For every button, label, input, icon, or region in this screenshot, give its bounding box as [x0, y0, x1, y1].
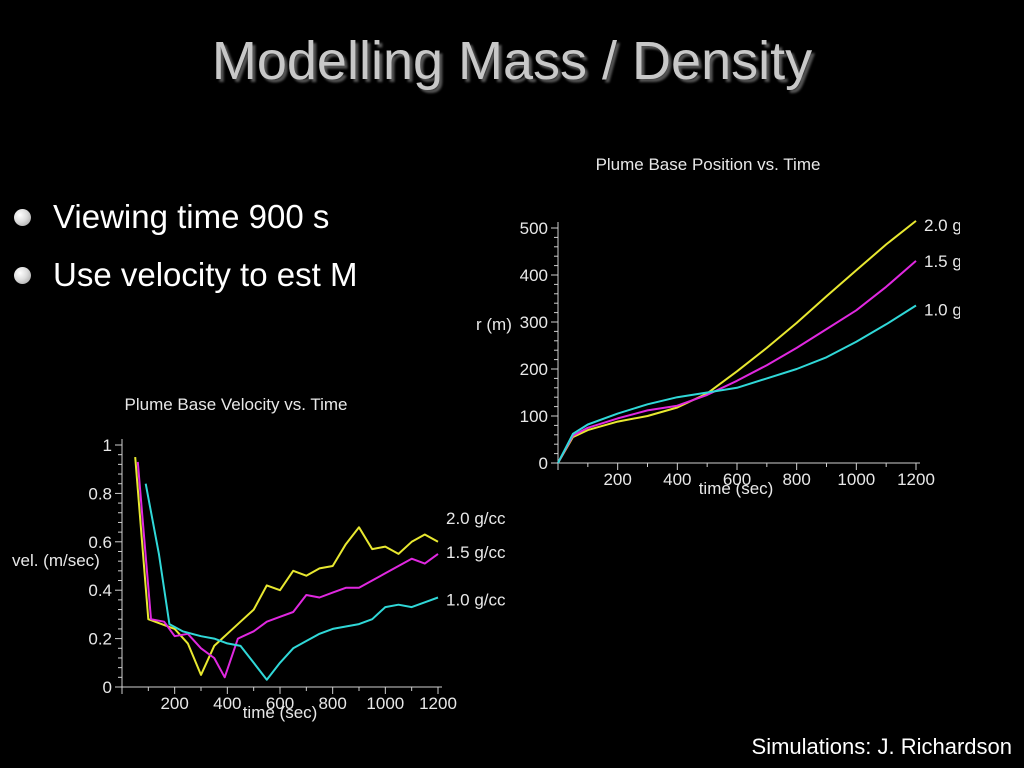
y-tick-label: 400 [520, 266, 548, 285]
y-axis-label: r (m) [476, 315, 512, 334]
y-tick-label: 0.4 [88, 581, 112, 600]
x-tick-label: 600 [266, 694, 294, 713]
x-tick-label: 400 [663, 470, 691, 489]
bullet-item: Viewing time 900 s [12, 188, 357, 246]
x-tick-label: 1000 [837, 470, 875, 489]
y-tick-label: 500 [520, 219, 548, 238]
series-line [557, 220, 917, 464]
x-tick-label: 800 [318, 694, 346, 713]
y-tick-label: 200 [520, 360, 548, 379]
x-axis-label: time (sec) [699, 479, 774, 498]
position-chart: Plume Base Position vs. Time 0 100 200 300 40… [476, 155, 960, 498]
y-tick-label: 300 [520, 313, 548, 332]
series-label: 2.0 g/cc [924, 216, 960, 235]
y-tick-label: 100 [520, 407, 548, 426]
series-line [136, 461, 439, 679]
x-axis-label: time (sec) [243, 703, 318, 722]
chart-title: Plume Base Velocity vs. Time [125, 395, 348, 414]
y-tick-label: 0 [539, 454, 548, 473]
x-tick-label: 400 [213, 694, 241, 713]
x-tick-label: 800 [782, 470, 810, 489]
series-line [134, 457, 439, 676]
bullet-list: Viewing time 900 s Use velocity to est M [12, 188, 357, 304]
series-label: 1.5 g/cc [446, 543, 506, 562]
chart-title: Plume Base Position vs. Time [596, 155, 821, 174]
y-tick-label: 0.8 [88, 484, 112, 503]
bullet-text: Viewing time 900 s [53, 198, 330, 235]
x-tick-label: 200 [160, 694, 188, 713]
credit-text: Simulations: J. Richardson [751, 734, 1012, 759]
x-tick-label: 1200 [897, 470, 935, 489]
bullet-text: Use velocity to est M [53, 256, 358, 293]
y-tick-label: 1 [103, 436, 112, 455]
bullet-icon [14, 208, 31, 226]
series-label: 1.0 g/cc [446, 590, 506, 609]
x-tick-label: 1000 [366, 694, 404, 713]
bullet-item: Use velocity to est M [12, 246, 357, 304]
x-tick-label: 200 [603, 470, 631, 489]
x-tick-label: 600 [723, 470, 751, 489]
y-tick-label: 0 [103, 678, 112, 697]
series-label: 1.5 g/cc [924, 252, 960, 271]
y-tick-label: 0.2 [88, 630, 112, 649]
velocity-chart: Plume Base Velocity vs. Time 0 0.2 0.4 0.6 0.… [12, 395, 506, 722]
y-axis-label: vel. (m/sec) [12, 551, 100, 570]
y-tick-label: 0.6 [88, 533, 112, 552]
series-label: 1.0 g/cc [924, 301, 960, 320]
series-label: 2.0 g/cc [446, 509, 506, 528]
x-tick-label: 1200 [419, 694, 457, 713]
series-line [144, 483, 439, 681]
series-line [557, 304, 917, 464]
series-line [557, 260, 917, 464]
slide-title: Modelling Mass / Density [211, 31, 813, 91]
bullet-icon [14, 266, 31, 284]
